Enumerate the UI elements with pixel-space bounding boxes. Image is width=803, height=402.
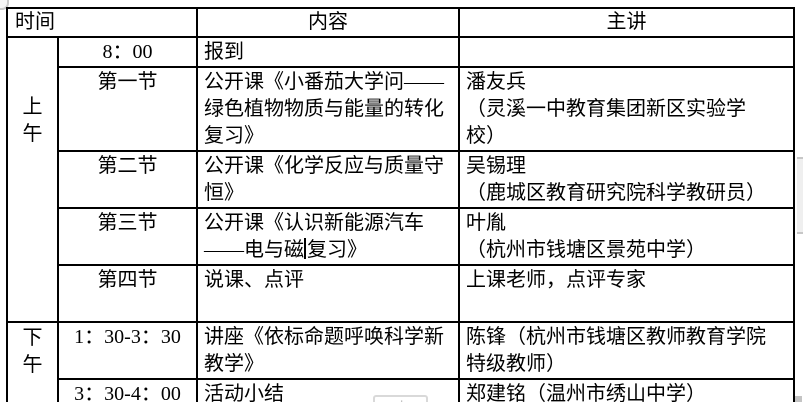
header-cell-content[interactable]: 内容 [196,7,460,38]
cell-content-r6[interactable]: 讲座《依标命题呼唤科学新教学》 [196,321,460,380]
cell-period-morning[interactable]: 上 午 [6,36,59,323]
content-text-before-caret: 公开课《认识新能源汽车——电与磁 [204,212,424,261]
cell-speaker-r7[interactable]: 郑建铭（温州市绣山中学） [458,378,795,402]
table-move-handle-fragment[interactable] [0,0,9,10]
window-corner-fragment [795,396,802,402]
cell-speaker-r4[interactable]: 叶胤 （杭州市钱塘区景苑中学） [458,207,795,266]
slot-text: 第三节 [97,212,158,234]
content-text: 公开课《小番茄大学问——绿色植物物质与能量的转化复习》 [204,71,444,147]
cell-content-r1[interactable]: 报到 [196,36,460,68]
content-text: 讲座《依标命题呼唤科学新教学》 [204,326,444,375]
speaker-text: 郑建铭（温州市绣山中学） [466,383,706,402]
cell-slot-r6[interactable]: 1：30-3：30 [57,321,198,380]
cell-speaker-r6[interactable]: 陈锋（杭州市钱塘区教师教育学院特级教师） [458,321,795,380]
content-text-after-caret: 复习》 [307,239,367,261]
cell-speaker-r3[interactable]: 吴锡理 （鹿城区教育研究院科学教研员） [458,150,795,209]
resize-handle-icon: + [398,399,406,402]
cell-content-r5[interactable]: 说课、点评 [196,264,460,323]
table-row: 上 午 8：00 报到 [6,36,795,323]
speaker-name: 吴锡理 [466,155,526,177]
speaker-name: 潘友兵 [466,71,526,93]
content-text: 公开课《化学反应与质量守恒》 [204,155,444,204]
table-resize-handle[interactable]: + [373,395,428,402]
cell-slot-r3[interactable]: 第二节 [57,150,198,209]
schedule-table: 时间 内容 主讲 上 午 8：00 报到 [6,7,795,402]
period-morning-label: 上 午 [22,96,43,145]
header-speaker-label: 主讲 [606,11,647,33]
speaker-name: 叶胤 [466,212,506,234]
cell-slot-r7[interactable]: 3：30-4：00 [57,378,198,402]
content-text: 说课、点评 [204,269,304,291]
slot-text: 第二节 [97,155,158,177]
speaker-text: 陈锋（杭州市钱塘区教师教育学院特级教师） [466,326,766,375]
speaker-org: （灵溪一中教育集团新区实验学校） [466,98,746,147]
cell-slot-r5[interactable]: 第四节 [57,264,198,323]
cell-slot-r1[interactable]: 8：00 [57,36,198,68]
header-time-label: 时间 [15,11,55,33]
cell-slot-r2[interactable]: 第一节 [57,66,198,152]
period-afternoon-label: 下 午 [22,327,43,376]
cell-slot-r4[interactable]: 第三节 [57,207,198,266]
cell-period-afternoon[interactable]: 下 午 [6,321,59,402]
speaker-org: （鹿城区教育研究院科学教研员） [466,182,766,204]
slot-text: 3：30-4：00 [74,383,181,402]
cell-speaker-r1[interactable] [458,36,795,68]
table-row: 第三节 公开课《认识新能源汽车——电与磁 复习》 叶胤 （杭州市钱塘区景苑中学） [7,207,795,266]
slot-text: 第四节 [97,269,158,291]
table-row: 第二节 公开课《化学反应与质量守恒》 吴锡理 （鹿城区教育研究院科学教研员） [7,150,795,209]
speaker-text: 上课老师，点评专家 [466,269,646,291]
content-text: 报到 [204,41,244,63]
table-row: 第一节 公开课《小番茄大学问——绿色植物物质与能量的转化复习》 潘友兵 （灵溪一… [7,66,795,152]
cell-content-r4[interactable]: 公开课《认识新能源汽车——电与磁 复习》 [196,207,460,266]
slot-text: 1：30-3：30 [74,326,181,348]
cell-content-r3[interactable]: 公开课《化学反应与质量守恒》 [196,150,460,209]
speaker-org: （杭州市钱塘区景苑中学） [466,239,706,261]
header-content-label: 内容 [308,11,348,33]
cell-speaker-r2[interactable]: 潘友兵 （灵溪一中教育集团新区实验学校） [458,66,795,152]
table-header-row: 时间 内容 主讲 [6,7,795,38]
content-text: 活动小结 [204,383,284,402]
cell-speaker-r5[interactable]: 上课老师，点评专家 [458,264,795,323]
header-cell-speaker[interactable]: 主讲 [458,7,795,38]
table-row: 第四节 说课、点评 上课老师，点评专家 [7,264,795,323]
slot-text: 8：00 [102,41,153,63]
header-cell-time[interactable]: 时间 [6,7,198,38]
vertical-scrollbar-thumb[interactable] [797,157,803,234]
text-caret [304,238,306,259]
slot-text: 第一节 [97,71,158,93]
table-row: 下 午 1：30-3：30 讲座《依标命题呼唤科学新教学》 陈锋（杭州市钱塘区教… [6,321,795,402]
cell-content-r2[interactable]: 公开课《小番茄大学问——绿色植物物质与能量的转化复习》 [196,66,460,152]
